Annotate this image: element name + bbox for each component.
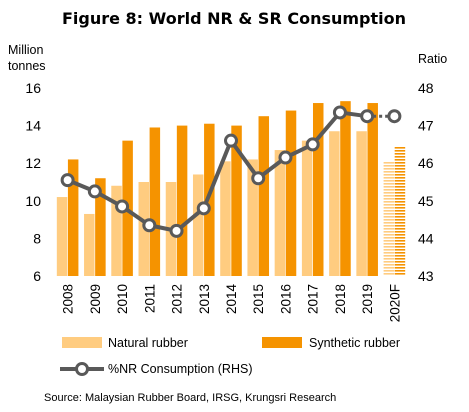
bar-synthetic-rubber — [176, 125, 188, 276]
legend: Natural rubber Synthetic rubber %NR Cons… — [60, 336, 400, 376]
bar-natural-rubber — [56, 197, 68, 276]
marker-nr-share — [169, 223, 184, 238]
marker-nr-share — [305, 137, 320, 152]
x-tick-label: 2020F — [387, 284, 402, 322]
bar-synthetic-rubber — [340, 101, 351, 276]
marker-nr-share — [115, 199, 130, 214]
x-tick-label: 2009 — [88, 284, 103, 314]
legend-label-nr-share: %NR Consumption (RHS) — [108, 362, 252, 376]
x-tick-label: 2019 — [360, 284, 375, 314]
y-axis-left-label-line1: Million — [8, 43, 43, 57]
y-tick-right-label: 43 — [418, 268, 434, 284]
marker-nr-share — [87, 184, 102, 199]
chart-title: Figure 8: World NR & SR Consumption — [62, 9, 406, 28]
bars-group — [56, 101, 406, 276]
bar-natural-rubber — [274, 150, 286, 276]
x-tick-label: 2018 — [333, 284, 348, 314]
marker-nr-share — [196, 201, 211, 216]
legend-marker-nr-share — [75, 362, 89, 376]
x-tick-label: 2017 — [306, 284, 321, 314]
x-tick-label: 2016 — [278, 284, 293, 314]
x-tick-label: 2013 — [197, 284, 212, 314]
bar-synthetic-rubber — [394, 146, 406, 276]
bar-synthetic-rubber — [258, 116, 270, 276]
y-tick-right-label: 46 — [418, 155, 434, 171]
bar-synthetic-rubber — [312, 103, 324, 276]
marker-nr-share — [278, 150, 293, 165]
y-tick-right-label: 48 — [418, 80, 434, 96]
source-note: Source: Malaysian Rubber Board, IRSG, Kr… — [44, 392, 336, 404]
marker-nr-share — [332, 105, 347, 120]
bar-natural-rubber — [192, 174, 204, 276]
marker-nr-share — [142, 218, 157, 233]
y-tick-right-label: 45 — [418, 193, 434, 209]
x-tick-label: 2014 — [224, 284, 239, 315]
x-tick-label: 2011 — [142, 284, 157, 313]
category-labels: 2008 2009 2010 2011 2012 2013 2014 2015 2016 2017… — [61, 284, 403, 323]
legend-swatch-natural-rubber — [62, 337, 102, 348]
x-tick-label: 2010 — [115, 284, 130, 314]
bar-synthetic-rubber — [285, 110, 297, 276]
y-ticks-left: 6 8 10 12 14 16 — [25, 80, 41, 284]
bar-natural-rubber — [356, 131, 367, 276]
bar-synthetic-rubber — [95, 178, 106, 276]
bar-natural-rubber — [220, 161, 231, 276]
marker-nr-share — [251, 171, 266, 186]
y-tick-right-label: 47 — [418, 118, 434, 134]
bar-natural-rubber — [383, 161, 395, 276]
y-tick-left-label: 8 — [33, 230, 41, 246]
bar-synthetic-rubber — [149, 127, 161, 276]
line-layer — [60, 105, 402, 238]
x-tick-label: 2008 — [61, 284, 76, 314]
legend-swatch-synthetic-rubber — [262, 337, 302, 348]
y-tick-left-label: 16 — [25, 80, 41, 96]
bar-synthetic-rubber — [367, 103, 378, 276]
y-axis-left-label-line2: tonnes — [8, 59, 46, 73]
marker-nr-share — [360, 109, 375, 124]
marker-nr-share — [224, 133, 238, 148]
y-tick-left-label: 6 — [33, 268, 41, 284]
y-tick-left-label: 10 — [25, 193, 41, 209]
legend-label-natural-rubber: Natural rubber — [108, 336, 188, 350]
bar-synthetic-rubber — [67, 159, 79, 276]
x-tick-label: 2012 — [170, 284, 185, 314]
bar-natural-rubber — [111, 185, 122, 276]
y-tick-left-label: 14 — [25, 118, 41, 134]
marker-nr-share — [60, 173, 75, 188]
x-tick-label: 2015 — [251, 284, 266, 314]
bar-natural-rubber — [84, 213, 95, 276]
marker-nr-share — [387, 109, 402, 124]
y-tick-left-label: 12 — [25, 155, 41, 171]
bar-natural-rubber — [301, 140, 313, 276]
y-tick-right-label: 44 — [418, 230, 434, 246]
y-ticks-right: 43 44 45 46 47 48 — [418, 80, 434, 284]
y-axis-right-label: Ratio — [418, 52, 447, 66]
bar-synthetic-rubber — [231, 125, 242, 276]
legend-label-synthetic-rubber: Synthetic rubber — [309, 336, 400, 350]
bar-natural-rubber — [247, 159, 258, 276]
bar-natural-rubber — [329, 131, 340, 276]
